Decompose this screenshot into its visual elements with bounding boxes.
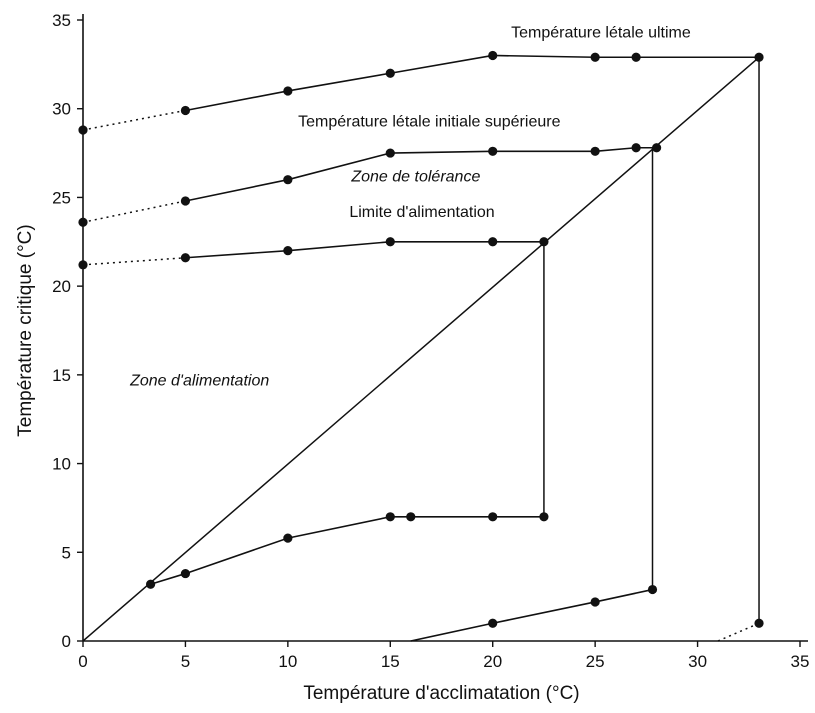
- data-point: [488, 146, 498, 156]
- x-tick-label: 30: [688, 652, 707, 671]
- data-point: [283, 86, 293, 96]
- data-point: [631, 143, 641, 153]
- plot-points: [78, 50, 764, 628]
- x-tick-label: 0: [78, 652, 87, 671]
- y-tick-label: 35: [52, 11, 71, 30]
- data-point: [488, 618, 498, 628]
- data-point: [590, 597, 600, 607]
- y-tick-label: 20: [52, 277, 71, 296]
- data-point: [539, 237, 549, 247]
- extrapolation-line: [82, 257, 186, 266]
- y-tick-label: 15: [52, 366, 71, 385]
- annotation-label: Zone d'alimentation: [129, 373, 269, 390]
- data-point: [146, 579, 156, 589]
- series-line: [185, 54, 760, 112]
- x-tick-label: 10: [278, 652, 297, 671]
- data-point: [385, 148, 395, 158]
- y-axis-title: Température critique (°C): [15, 224, 36, 436]
- x-axis-title: Température d'acclimatation (°C): [303, 683, 579, 704]
- plot-labels: Température létale ultime Température lét…: [129, 25, 691, 390]
- y-tick-label: 10: [52, 455, 71, 474]
- data-point: [488, 512, 498, 522]
- data-point: [283, 246, 293, 256]
- data-point: [78, 217, 88, 227]
- x-tick-label: 20: [483, 652, 502, 671]
- data-point: [488, 237, 498, 247]
- data-point: [539, 512, 549, 522]
- data-point: [180, 253, 191, 263]
- extrapolation-line: [82, 109, 186, 131]
- x-tick-label: 5: [181, 652, 190, 671]
- data-point: [385, 68, 395, 78]
- x-tick-label: 15: [381, 652, 400, 671]
- data-point: [754, 618, 764, 628]
- data-point: [78, 125, 88, 135]
- extrapolation-line: [82, 200, 186, 224]
- annotation-label: Zone de tolérance: [350, 168, 480, 185]
- data-point: [78, 260, 88, 270]
- annotation-label: Température létale initiale supérieure: [298, 113, 560, 130]
- data-point: [283, 175, 293, 185]
- data-point: [283, 533, 293, 543]
- y-tick-label: 5: [62, 543, 71, 562]
- data-point: [647, 584, 658, 595]
- y-tick-label: 0: [62, 632, 71, 651]
- reference-line: [82, 56, 760, 642]
- data-point: [488, 50, 498, 61]
- data-point: [180, 568, 191, 579]
- annotation-label: Température létale ultime: [511, 25, 691, 42]
- data-point: [180, 196, 191, 206]
- series-line: [150, 516, 544, 585]
- data-point: [590, 146, 600, 156]
- data-point: [590, 52, 600, 62]
- data-point: [385, 512, 395, 522]
- annotation-label: Limite d'alimentation: [349, 204, 494, 221]
- y-tick-label: 25: [52, 188, 71, 207]
- data-point: [652, 143, 662, 153]
- data-point: [385, 237, 395, 247]
- x-tick-label: 35: [791, 652, 810, 671]
- series-line: [410, 588, 653, 642]
- extrapolation-line: [717, 622, 760, 642]
- data-point: [754, 52, 764, 62]
- axes: 0 5 10 15 20 25 30 35 0 5 10 15 20 25 30 35 Température …: [15, 11, 809, 704]
- data-point: [406, 512, 416, 522]
- data-point: [631, 52, 641, 62]
- data-point: [180, 105, 191, 116]
- x-tick-label: 25: [586, 652, 605, 671]
- y-tick-label: 30: [52, 100, 71, 119]
